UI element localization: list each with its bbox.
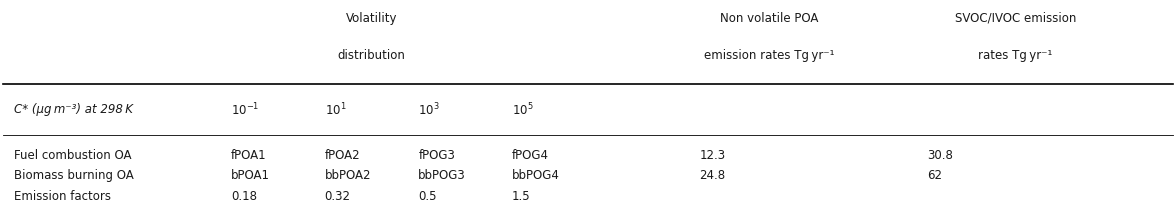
Text: $10^{-1}$: $10^{-1}$ bbox=[230, 101, 260, 118]
Text: 30.8: 30.8 bbox=[928, 149, 954, 162]
Text: 62: 62 bbox=[928, 169, 942, 182]
Text: Fuel combustion OA: Fuel combustion OA bbox=[14, 149, 132, 162]
Text: fPOG4: fPOG4 bbox=[512, 149, 549, 162]
Text: Non volatile POA: Non volatile POA bbox=[720, 12, 818, 25]
Text: $10^{5}$: $10^{5}$ bbox=[512, 101, 534, 118]
Text: Biomass burning OA: Biomass burning OA bbox=[14, 169, 134, 182]
Text: bbPOG3: bbPOG3 bbox=[419, 169, 466, 182]
Text: Emission factors: Emission factors bbox=[14, 190, 112, 203]
Text: bPOA1: bPOA1 bbox=[230, 169, 270, 182]
Text: bbPOA2: bbPOA2 bbox=[325, 169, 372, 182]
Text: 0.5: 0.5 bbox=[419, 190, 436, 203]
Text: 0.18: 0.18 bbox=[230, 190, 258, 203]
Text: Volatility: Volatility bbox=[346, 12, 397, 25]
Text: distribution: distribution bbox=[338, 49, 406, 62]
Text: 24.8: 24.8 bbox=[700, 169, 726, 182]
Text: SVOC/IVOC emission: SVOC/IVOC emission bbox=[955, 12, 1076, 25]
Text: 0.32: 0.32 bbox=[325, 190, 350, 203]
Text: rates Tg yr⁻¹: rates Tg yr⁻¹ bbox=[978, 49, 1053, 62]
Text: fPOA1: fPOA1 bbox=[230, 149, 267, 162]
Text: fPOG3: fPOG3 bbox=[419, 149, 455, 162]
Text: C* (μg m⁻³) at 298 K: C* (μg m⁻³) at 298 K bbox=[14, 103, 134, 116]
Text: $10^{3}$: $10^{3}$ bbox=[419, 101, 440, 118]
Text: fPOA2: fPOA2 bbox=[325, 149, 360, 162]
Text: 1.5: 1.5 bbox=[512, 190, 530, 203]
Text: bbPOG4: bbPOG4 bbox=[512, 169, 560, 182]
Text: emission rates Tg yr⁻¹: emission rates Tg yr⁻¹ bbox=[704, 49, 835, 62]
Text: 12.3: 12.3 bbox=[700, 149, 726, 162]
Text: $10^{1}$: $10^{1}$ bbox=[325, 101, 346, 118]
